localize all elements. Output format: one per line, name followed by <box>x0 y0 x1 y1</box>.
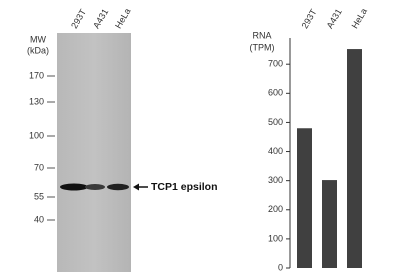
y-tick-label: 400 <box>268 146 283 156</box>
y-tick-label: 600 <box>268 88 283 98</box>
lane-label: HeLa <box>113 7 132 31</box>
bar <box>347 49 362 268</box>
lane-label: A431 <box>91 7 110 30</box>
y-label: (TPM) <box>250 42 275 52</box>
marker-label: 55 <box>34 191 44 201</box>
lane-label: 293T <box>69 7 88 30</box>
x-tick-label: HeLa <box>350 7 369 31</box>
marker-label: 170 <box>29 70 44 80</box>
y-tick-label: 100 <box>268 233 283 243</box>
band <box>85 184 105 190</box>
mw-label: MW <box>30 34 46 44</box>
band-label: TCP1 epsilon <box>151 181 218 193</box>
bar <box>322 180 337 268</box>
x-tick-label: 293T <box>300 7 319 30</box>
y-tick-label: 200 <box>268 204 283 214</box>
y-tick-label: 0 <box>278 262 283 272</box>
blot-membrane <box>57 33 131 272</box>
y-tick-label: 700 <box>268 59 283 69</box>
band <box>60 183 88 191</box>
band <box>107 183 129 191</box>
y-label: RNA <box>252 30 271 40</box>
bar <box>297 128 312 268</box>
marker-label: 70 <box>34 162 44 172</box>
y-tick-label: 500 <box>268 117 283 127</box>
y-tick-label: 300 <box>268 175 283 185</box>
mw-unit: (kDa) <box>27 45 49 55</box>
arrow-head <box>133 183 139 191</box>
x-tick-label: A431 <box>325 7 344 30</box>
marker-label: 100 <box>29 130 44 140</box>
marker-label: 130 <box>29 96 44 106</box>
marker-label: 40 <box>34 214 44 224</box>
